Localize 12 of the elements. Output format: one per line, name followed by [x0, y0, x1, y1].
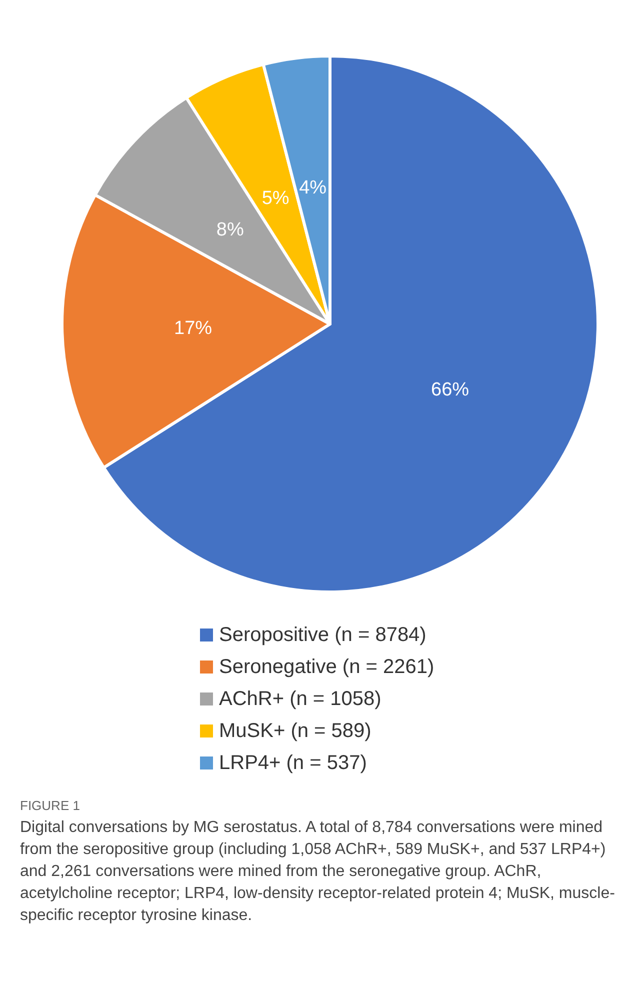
data-label: 8% — [216, 220, 244, 241]
data-label: 17% — [174, 318, 212, 339]
legend-label: AChR+ (n = 1058) — [219, 688, 382, 710]
legend-label: Seropositive (n = 8784) — [219, 624, 426, 646]
data-label: 4% — [299, 178, 327, 199]
text: Digital conversations by MG serostatus. A total of 8,784 conversations were mined from the seropositive group (including 1,058 AChR+, 589 MuSK+, and 537 LRP4+) and 2,261 conversations were mined from the seronegative group. AChR, acetylcholine receptor; LRP4, low-density receptor-related protein 4; MuSK, muscle-specific receptor tyrosine kinase. — [20, 818, 616, 926]
legend-label: Seronegative (n = 2261) — [219, 656, 434, 678]
caption: FIGURE 1 — [20, 798, 81, 813]
legend-label: MuSK+ (n = 589) — [219, 720, 372, 742]
legend-label: LRP4+ (n = 537) — [219, 752, 367, 774]
data-label: 5% — [262, 188, 290, 209]
data-label: 66% — [431, 380, 470, 400]
